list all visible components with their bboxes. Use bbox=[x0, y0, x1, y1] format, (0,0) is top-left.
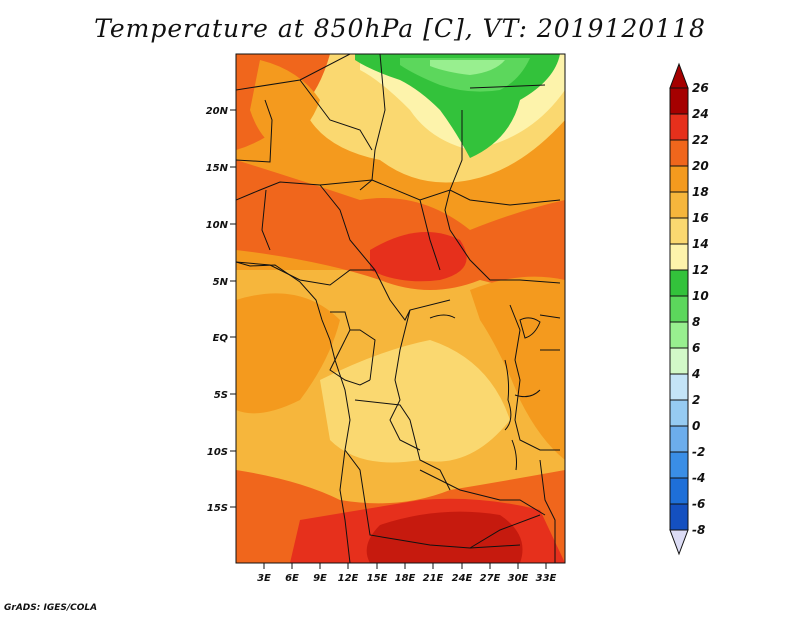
colorbar-label: 10 bbox=[692, 289, 709, 303]
lon-label: 15E bbox=[367, 573, 388, 584]
lat-label: 5S bbox=[214, 390, 228, 401]
colorbar-label: 26 bbox=[692, 81, 709, 95]
colorbar-segment bbox=[669, 217, 689, 245]
colorbar-segment bbox=[669, 425, 689, 453]
lat-label: 20N bbox=[206, 106, 229, 117]
lat-label: EQ bbox=[213, 333, 229, 344]
colorbar-segment bbox=[669, 165, 689, 193]
temperature-band-26-south bbox=[366, 511, 523, 563]
colorbar-label: 20 bbox=[692, 159, 709, 173]
colorbar-segment bbox=[669, 503, 689, 531]
colorbar-segment bbox=[669, 477, 689, 505]
colorbar-segment bbox=[669, 295, 689, 323]
colorbar-segment bbox=[669, 87, 689, 115]
temperature-band-22-north bbox=[236, 160, 565, 300]
colorbar-top-arrow bbox=[669, 62, 689, 89]
map-panel bbox=[235, 53, 566, 564]
colorbar-segment bbox=[669, 373, 689, 401]
lon-label: 18E bbox=[395, 573, 416, 584]
colorbar-segment bbox=[669, 269, 689, 297]
colorbar-segment bbox=[669, 321, 689, 349]
lon-label: 24E bbox=[452, 573, 473, 584]
map-title: Temperature at 850hPa [C], VT: 201912011… bbox=[94, 14, 706, 43]
colorbar-segment bbox=[669, 191, 689, 219]
lat-label: 15S bbox=[207, 503, 228, 514]
colorbar-segment bbox=[669, 243, 689, 271]
colorbar-label: 12 bbox=[692, 263, 709, 277]
lat-label: 10N bbox=[206, 220, 229, 231]
temperature-band-20-west bbox=[236, 293, 340, 414]
colorbar-label: -2 bbox=[692, 445, 705, 459]
lon-label: 6E bbox=[285, 573, 299, 584]
coastline bbox=[236, 261, 351, 563]
colorbar-bottom-arrow bbox=[669, 529, 689, 556]
colorbar-label: 6 bbox=[692, 341, 700, 355]
colorbar-label: 14 bbox=[692, 237, 709, 251]
temperature-band-8 bbox=[430, 60, 505, 75]
lon-label: 3E bbox=[257, 573, 271, 584]
colorbar-label: -8 bbox=[692, 523, 705, 537]
colorbar-label: 18 bbox=[692, 185, 709, 199]
colorbar-segment bbox=[669, 113, 689, 141]
lon-label: 9E bbox=[313, 573, 327, 584]
colorbar-label: 22 bbox=[692, 133, 709, 147]
map-frame bbox=[235, 53, 566, 564]
longitude-axis: 3E 6E 9E 12E 15E 18E 21E 24E 27E 30E 33E bbox=[257, 563, 557, 584]
grads-credit: GrADS: IGES/COLA bbox=[4, 603, 98, 613]
colorbar-label: 0 bbox=[692, 419, 700, 433]
lat-label: 5N bbox=[213, 277, 229, 288]
temperature-band-20-nw bbox=[250, 60, 320, 150]
colorbar-segment bbox=[669, 139, 689, 167]
lon-label: 12E bbox=[338, 573, 359, 584]
lakes bbox=[429, 314, 541, 471]
lat-label: 10S bbox=[207, 447, 228, 458]
lon-label: 21E bbox=[423, 573, 444, 584]
lon-label: 27E bbox=[480, 573, 501, 584]
colorbar-segment bbox=[669, 399, 689, 427]
colorbar-label: -4 bbox=[692, 471, 705, 485]
temperature-band-24-north bbox=[370, 232, 467, 282]
lon-label: 33E bbox=[536, 573, 557, 584]
colorbar-label: 2 bbox=[692, 393, 700, 407]
colorbar-label: 16 bbox=[692, 211, 709, 225]
colorbar-label: -6 bbox=[692, 497, 705, 511]
colorbar-segment bbox=[669, 451, 689, 479]
latitude-axis: 20N 15N 10N 5N EQ 5S 10S 15S bbox=[206, 106, 236, 514]
lon-label: 30E bbox=[508, 573, 529, 584]
colorbar-label: 4 bbox=[691, 367, 700, 381]
colorbar-segment bbox=[669, 347, 689, 375]
colorbar-label: 24 bbox=[692, 107, 709, 121]
temperature-band-16-south bbox=[320, 340, 510, 463]
lat-label: 15N bbox=[206, 163, 229, 174]
colorbar-label: 8 bbox=[692, 315, 700, 329]
